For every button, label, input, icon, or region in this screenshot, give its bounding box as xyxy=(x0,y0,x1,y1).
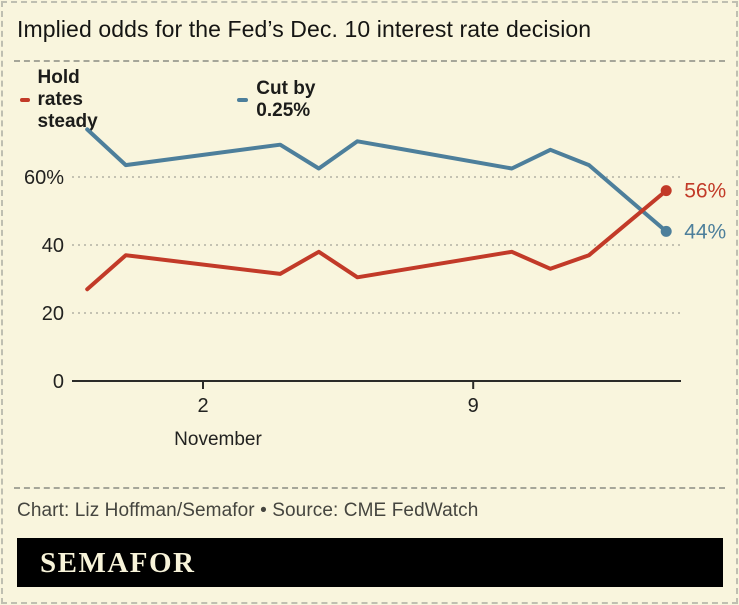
x-tick-label-2: 2 xyxy=(197,395,208,417)
chart-title: Implied odds for the Fed’s Dec. 10 inter… xyxy=(17,16,592,42)
y-tick-label-0: 0 xyxy=(53,371,64,393)
legend-item-hold-rates-steady: Hold rates steady xyxy=(20,67,109,132)
y-tick-label-20: 20 xyxy=(42,303,64,325)
x-tick-label-9: 9 xyxy=(468,395,479,417)
credit-line: Chart: Liz Hoffman/Semafor • Source: CME… xyxy=(17,500,479,521)
y-tick-label-40: 40 xyxy=(42,235,64,257)
end-dot-cut-by-0-25 xyxy=(660,225,672,237)
title-separator xyxy=(14,60,725,62)
series-line-cut-by-0-25 xyxy=(85,127,669,234)
semafor-logo-bar: SEMAFOR xyxy=(17,538,723,587)
end-label-hold-rates-steady: 56% xyxy=(684,180,726,203)
legend-item-cut-by-025: Cut by 0.25% xyxy=(237,78,320,121)
y-tick-label-60: 60% xyxy=(24,167,64,189)
legend-label: Cut by 0.25% xyxy=(256,78,316,121)
legend-label: Hold rates steady xyxy=(37,67,98,132)
series-line-hold-rates-steady xyxy=(85,188,669,292)
end-label-cut-by-0-25: 44% xyxy=(684,220,726,243)
legend-swatch-blue xyxy=(237,98,249,102)
end-dot-hold-rates-steady xyxy=(660,185,672,197)
legend-swatch-red xyxy=(20,98,30,102)
credit-separator xyxy=(14,487,725,489)
x-axis-label: November xyxy=(174,429,262,450)
line-chart: 0 20 40 60% 2 9 November 44% 56% xyxy=(24,127,726,450)
semafor-wordmark: SEMAFOR xyxy=(40,546,196,579)
